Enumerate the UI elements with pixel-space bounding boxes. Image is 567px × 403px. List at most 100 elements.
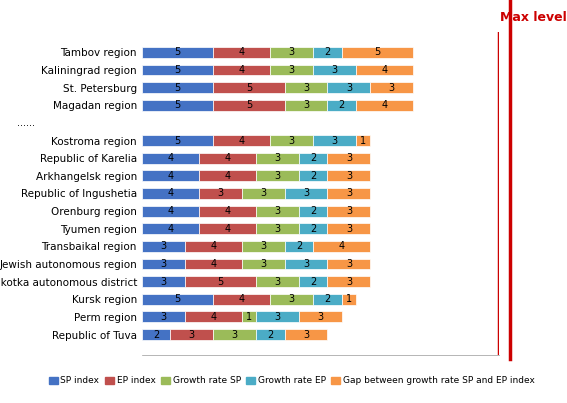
Bar	[342, 47, 413, 58]
Text: 5: 5	[246, 83, 252, 93]
Text: 3: 3	[289, 135, 295, 145]
Text: 4: 4	[167, 189, 174, 198]
Text: 4: 4	[167, 171, 174, 181]
Text: 2: 2	[310, 206, 316, 216]
Bar	[270, 64, 313, 75]
Text: 3: 3	[346, 171, 352, 181]
Bar	[328, 276, 370, 287]
Text: 1: 1	[246, 312, 252, 322]
Bar	[199, 223, 256, 234]
Bar	[199, 188, 242, 199]
Bar	[356, 100, 413, 111]
Bar	[313, 135, 356, 146]
Text: 2: 2	[324, 294, 331, 304]
Text: 5: 5	[174, 135, 181, 145]
Bar	[299, 153, 328, 164]
Text: 3: 3	[274, 276, 281, 287]
Bar	[356, 135, 370, 146]
Bar	[313, 47, 342, 58]
Bar	[142, 294, 213, 305]
Bar	[370, 82, 413, 93]
Bar	[328, 258, 370, 270]
Text: 2: 2	[153, 330, 159, 339]
Bar	[328, 82, 370, 93]
Text: 3: 3	[389, 83, 395, 93]
Bar	[242, 312, 256, 322]
Text: 2: 2	[324, 48, 331, 57]
Bar	[199, 170, 256, 181]
Text: 3: 3	[346, 153, 352, 163]
Text: 4: 4	[382, 100, 388, 110]
Text: 4: 4	[239, 48, 245, 57]
Bar	[313, 241, 370, 252]
Bar	[256, 329, 285, 340]
Bar	[242, 188, 285, 199]
Text: 5: 5	[174, 100, 181, 110]
Legend: SP index, EP index, Growth rate SP, Growth rate EP, Gap between growth rate SP a: SP index, EP index, Growth rate SP, Grow…	[45, 373, 539, 389]
Bar	[299, 170, 328, 181]
Bar	[213, 294, 270, 305]
Bar	[285, 82, 328, 93]
Bar	[328, 100, 356, 111]
Bar	[199, 206, 256, 216]
Text: 2: 2	[296, 241, 302, 251]
Text: 4: 4	[210, 241, 216, 251]
Bar	[142, 206, 199, 216]
Text: 4: 4	[239, 294, 245, 304]
Text: 3: 3	[346, 259, 352, 269]
Text: 2: 2	[310, 171, 316, 181]
Bar	[328, 206, 370, 216]
Text: 3: 3	[303, 83, 309, 93]
Text: 3: 3	[217, 189, 223, 198]
Text: 2: 2	[310, 276, 316, 287]
Text: 3: 3	[289, 48, 295, 57]
Bar	[142, 64, 213, 75]
Text: 3: 3	[274, 312, 281, 322]
Text: 1: 1	[346, 294, 352, 304]
Text: 3: 3	[303, 189, 309, 198]
Text: 3: 3	[332, 135, 338, 145]
Bar	[256, 170, 299, 181]
Text: 4: 4	[225, 224, 231, 234]
Text: 4: 4	[225, 153, 231, 163]
Bar	[142, 100, 213, 111]
Bar	[328, 223, 370, 234]
Bar	[299, 312, 342, 322]
Text: 3: 3	[189, 330, 195, 339]
Text: 2: 2	[310, 224, 316, 234]
Bar	[170, 329, 213, 340]
Text: 3: 3	[318, 312, 323, 322]
Bar	[270, 294, 313, 305]
Text: 2: 2	[310, 153, 316, 163]
Bar	[142, 153, 199, 164]
Bar	[285, 329, 328, 340]
Bar	[270, 135, 313, 146]
Text: 4: 4	[225, 206, 231, 216]
Text: 3: 3	[346, 83, 352, 93]
Bar	[185, 258, 242, 270]
Bar	[185, 276, 256, 287]
Text: 4: 4	[338, 241, 345, 251]
Bar	[270, 47, 313, 58]
Bar	[213, 64, 270, 75]
Text: 3: 3	[231, 330, 238, 339]
Text: 3: 3	[260, 241, 266, 251]
Bar	[313, 64, 356, 75]
Bar	[356, 64, 413, 75]
Bar	[242, 258, 285, 270]
Text: 3: 3	[332, 65, 338, 75]
Bar	[142, 329, 170, 340]
Text: 5: 5	[174, 83, 181, 93]
Bar	[213, 82, 285, 93]
Bar	[285, 258, 328, 270]
Bar	[285, 241, 313, 252]
Text: 3: 3	[160, 312, 166, 322]
Bar	[142, 241, 185, 252]
Bar	[242, 241, 285, 252]
Bar	[185, 312, 242, 322]
Text: 3: 3	[303, 259, 309, 269]
Text: 4: 4	[225, 171, 231, 181]
Text: 3: 3	[346, 206, 352, 216]
Text: 5: 5	[374, 48, 380, 57]
Text: 5: 5	[246, 100, 252, 110]
